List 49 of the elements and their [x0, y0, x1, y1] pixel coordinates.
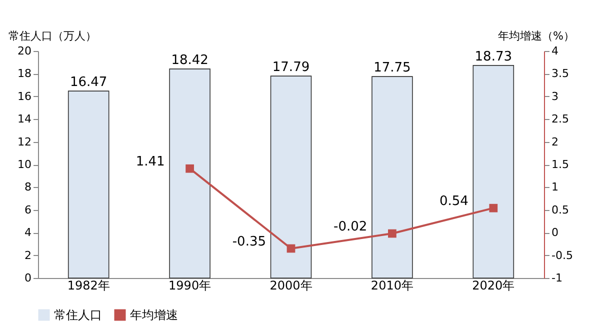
bar — [68, 90, 110, 278]
y2-tick-label: 1 — [552, 180, 558, 194]
y-tick-label: 10 — [18, 158, 32, 171]
x-tick-label: 2010年 — [370, 278, 414, 292]
legend-label: 常住人口 — [54, 308, 102, 322]
y2-tick-label: -1 — [552, 272, 562, 284]
y-tick-label: 6 — [24, 203, 32, 216]
y-tick-label: 2 — [24, 248, 32, 262]
y-tick-label: 18 — [18, 67, 32, 80]
y-tick-label: 4 — [24, 226, 32, 240]
bar — [169, 68, 210, 278]
y2-tick-label: 1.5 — [552, 158, 569, 171]
x-tick-label: 2020年 — [472, 278, 515, 292]
y-tick-label: 16 — [18, 90, 32, 103]
bar — [472, 65, 514, 278]
y-tick-label: 8 — [24, 180, 32, 194]
data-label: 18.73 — [474, 49, 512, 64]
y2-tick-label: 2 — [552, 135, 558, 148]
data-label: 0.54 — [439, 194, 468, 210]
point — [388, 229, 396, 238]
y2-tick-label: -0.5 — [552, 248, 573, 262]
y-axis-title: 常住人口（万人） — [8, 30, 96, 42]
y2-tick-label: 4 — [552, 44, 558, 58]
data-label: 17.75 — [374, 60, 411, 76]
point — [286, 244, 296, 253]
data-label: 17.79 — [272, 60, 310, 76]
y2-tick-label: 0.5 — [552, 203, 569, 216]
data-label: -0.02 — [334, 220, 368, 235]
y-tick-label: 12 — [18, 135, 32, 148]
x-tick-label: 2000年 — [270, 278, 312, 292]
data-label: -0.35 — [232, 234, 266, 250]
y2-tick-label: 2.5 — [552, 112, 569, 126]
bar — [270, 76, 312, 278]
y-tick-label: 0 — [24, 272, 32, 284]
y2-tick-label: 0 — [552, 226, 558, 240]
y2-axis-title: 年均增速（%） — [498, 30, 574, 42]
y2-tick-label: 3 — [552, 90, 558, 103]
data-label: 16.47 — [70, 75, 108, 90]
y-tick-label: 14 — [18, 112, 32, 126]
data-label: 1.41 — [136, 154, 165, 170]
x-tick-label: 1990年 — [168, 278, 212, 292]
legend-label: 年均增速 — [130, 308, 178, 322]
x-tick-label: 1982年 — [67, 278, 110, 292]
point — [186, 164, 194, 173]
data-label: 18.42 — [171, 52, 208, 68]
y2-tick-label: 3.5 — [552, 67, 569, 80]
bar — [372, 76, 413, 278]
point — [489, 204, 498, 212]
y-tick-label: 20 — [18, 44, 32, 58]
